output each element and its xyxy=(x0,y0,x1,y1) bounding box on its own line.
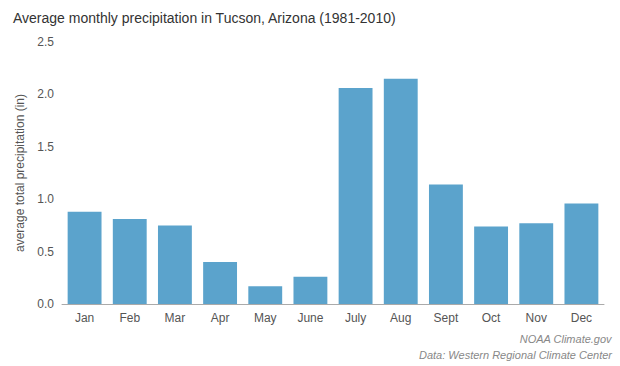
svg-text:June: June xyxy=(297,311,323,325)
svg-text:1.5: 1.5 xyxy=(37,140,54,154)
svg-text:0.0: 0.0 xyxy=(37,297,54,311)
svg-text:Oct: Oct xyxy=(482,311,501,325)
svg-text:Data: Western Regional Climate: Data: Western Regional Climate Center xyxy=(419,349,613,361)
svg-text:average total precipitation (i: average total precipitation (in) xyxy=(13,94,27,252)
svg-text:2.0: 2.0 xyxy=(37,87,54,101)
svg-text:Sept: Sept xyxy=(434,311,459,325)
svg-text:Apr: Apr xyxy=(211,311,230,325)
svg-text:July: July xyxy=(345,311,366,325)
svg-text:NOAA Climate.gov: NOAA Climate.gov xyxy=(520,333,613,345)
svg-text:Aug: Aug xyxy=(390,311,411,325)
svg-text:Feb: Feb xyxy=(119,311,140,325)
svg-text:May: May xyxy=(254,311,277,325)
svg-text:Jan: Jan xyxy=(75,311,94,325)
svg-text:Average monthly precipitation: Average monthly precipitation in Tucson,… xyxy=(13,10,396,26)
svg-text:Nov: Nov xyxy=(526,311,547,325)
svg-text:Mar: Mar xyxy=(165,311,186,325)
svg-text:0.5: 0.5 xyxy=(37,245,54,259)
svg-text:Dec: Dec xyxy=(571,311,592,325)
svg-text:2.5: 2.5 xyxy=(37,35,54,49)
svg-text:1.0: 1.0 xyxy=(37,192,54,206)
